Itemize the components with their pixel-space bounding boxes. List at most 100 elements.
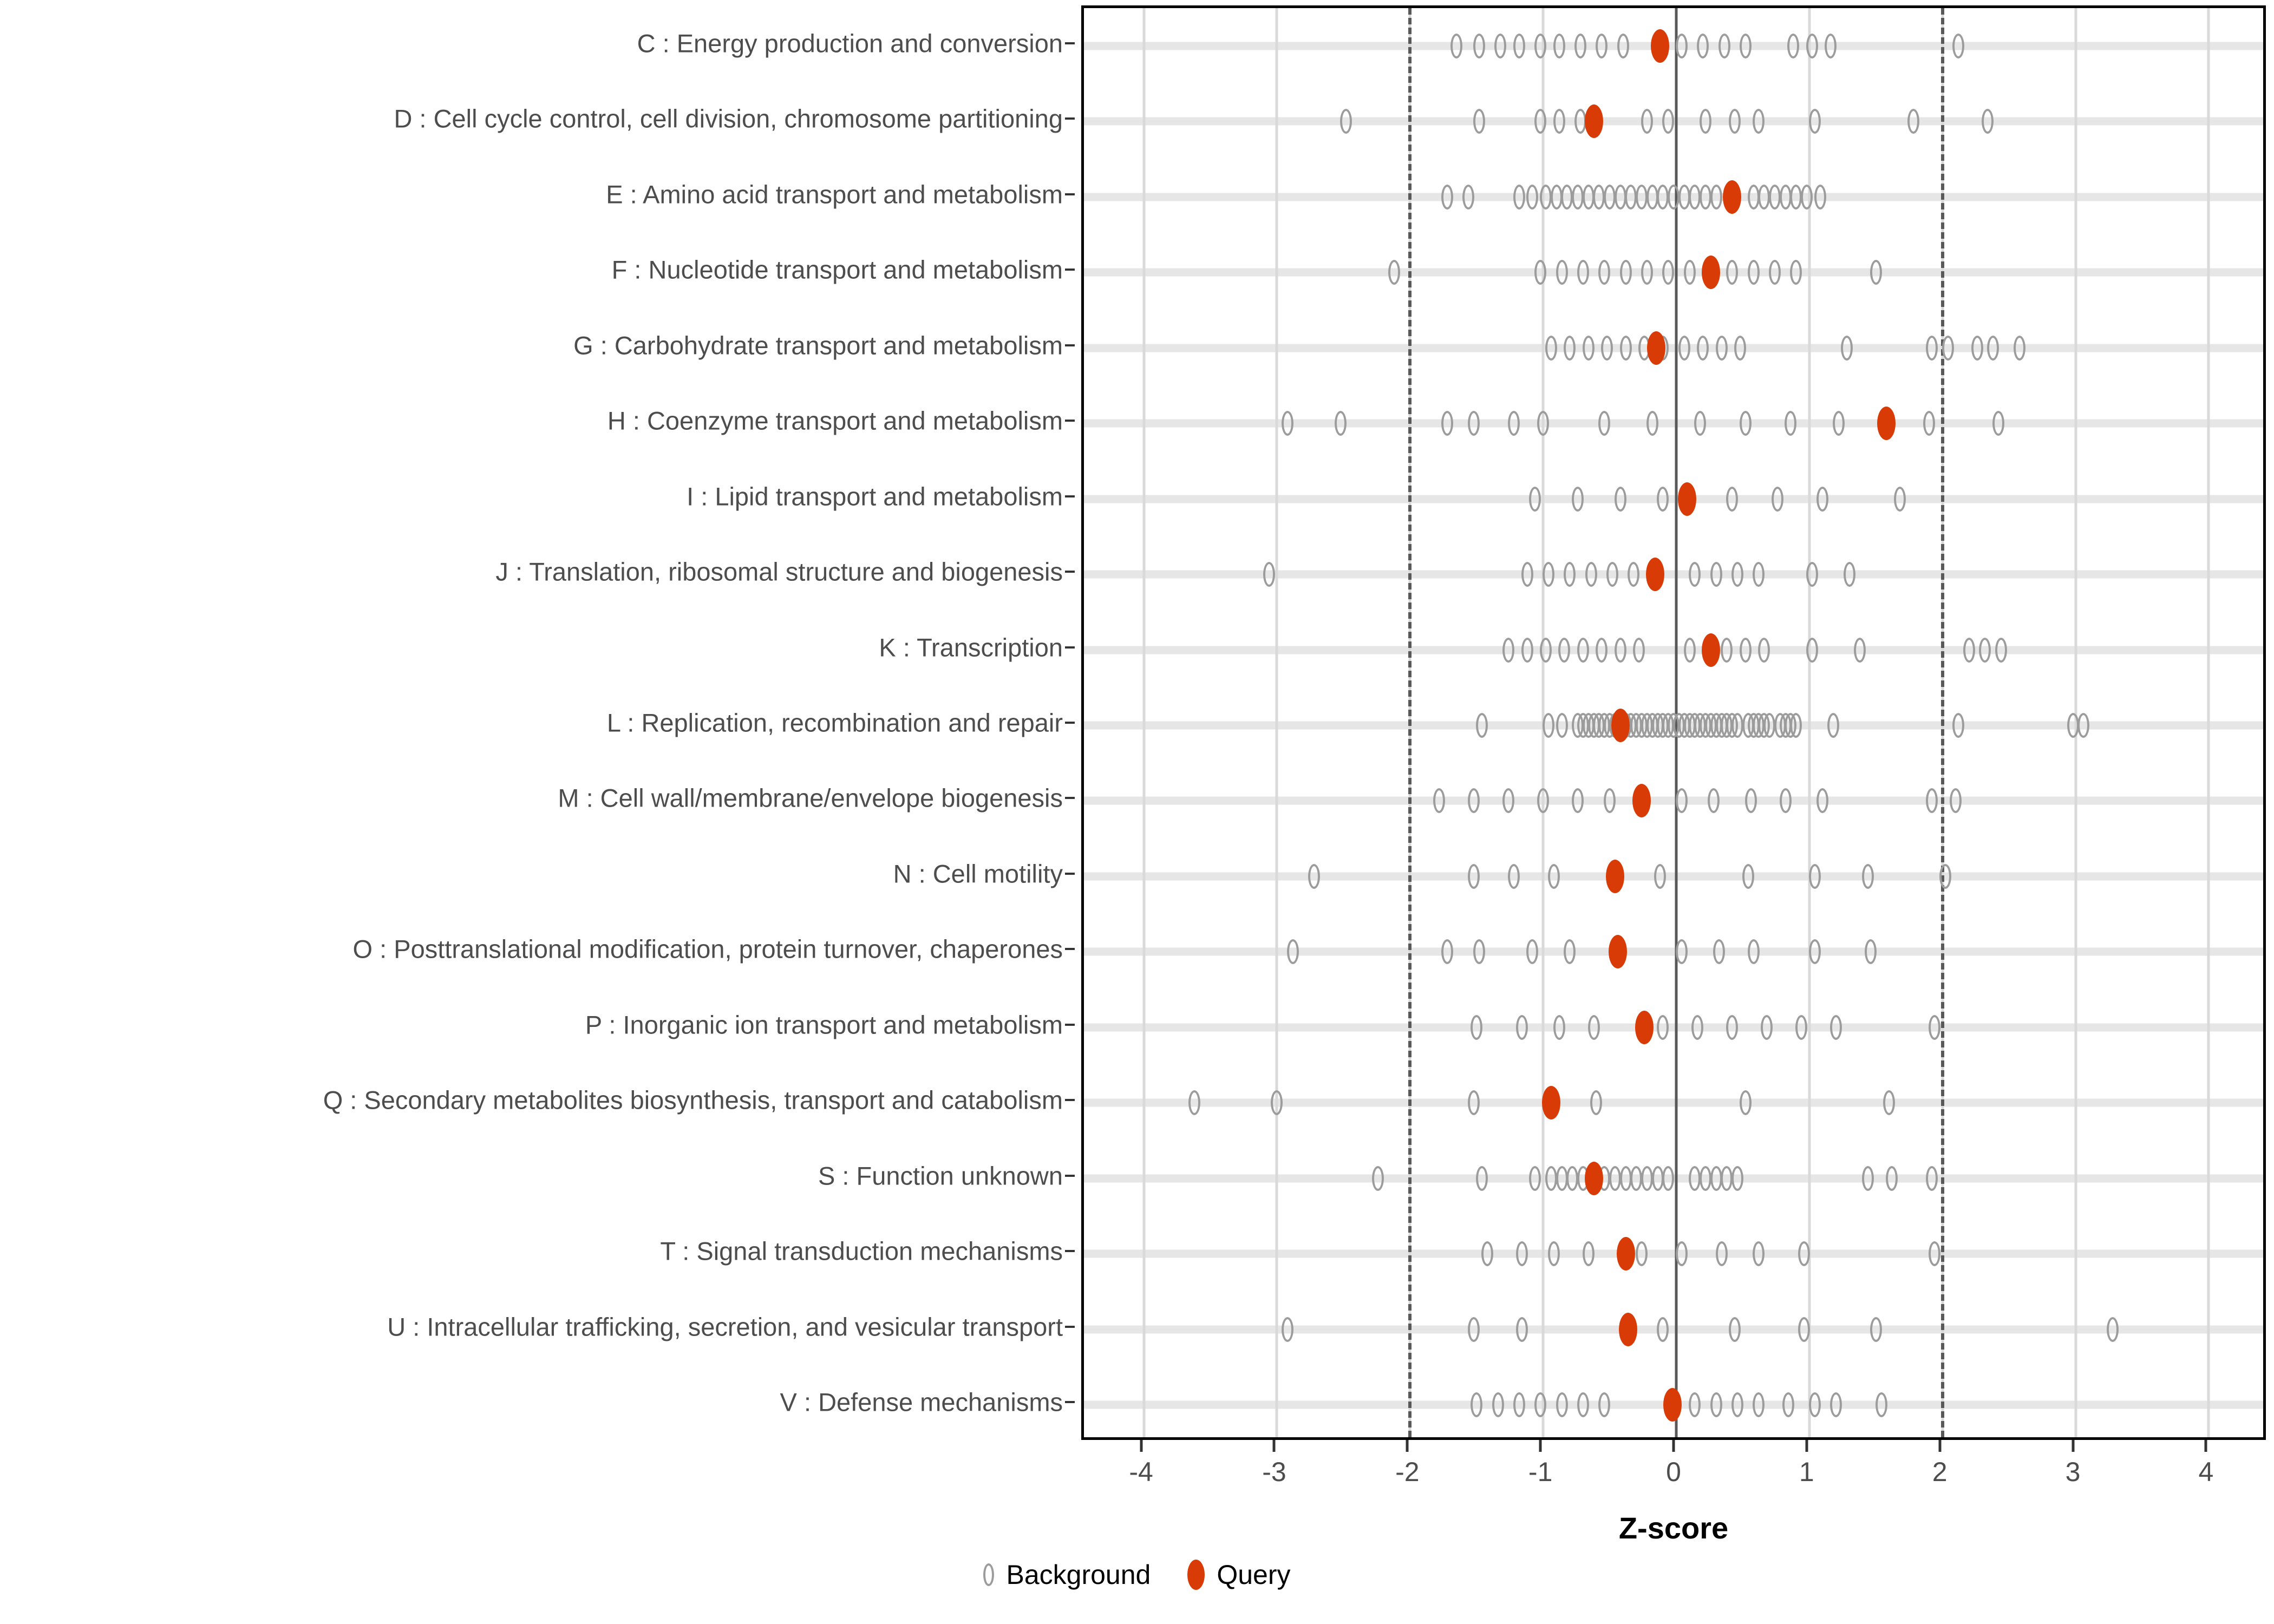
background-point [1840, 335, 1853, 361]
background-point [1875, 1392, 1887, 1418]
y-axis-tick [1065, 1023, 1075, 1026]
background-point [1340, 109, 1352, 134]
background-point [1827, 713, 1840, 738]
background-point [1806, 637, 1818, 663]
background-point [1598, 411, 1611, 436]
background-point [1598, 1392, 1611, 1418]
background-point [1662, 1165, 1675, 1191]
background-point [1995, 637, 2007, 663]
y-axis-tick [1065, 344, 1075, 346]
y-axis-tick-label: V : Defense mechanisms [780, 1387, 1063, 1417]
background-point [1596, 637, 1608, 663]
background-point [1534, 260, 1547, 285]
background-point [1508, 863, 1520, 889]
background-point [1433, 788, 1446, 814]
background-point [1739, 637, 1752, 663]
background-point [1558, 637, 1571, 663]
background-point [1870, 1317, 1882, 1342]
background-point [1726, 1014, 1739, 1040]
row-gridline [1084, 570, 2263, 579]
x-axis-tick [1406, 1440, 1409, 1452]
reference-line [1940, 8, 1944, 1437]
background-point [1515, 1241, 1528, 1267]
background-point [1662, 109, 1675, 134]
background-point [1547, 863, 1560, 889]
background-point [1987, 335, 1999, 361]
background-point [1808, 1392, 1821, 1418]
background-point [1721, 637, 1733, 663]
y-axis-tick [1065, 193, 1075, 195]
query-point [1541, 1086, 1560, 1120]
background-point [1982, 109, 1994, 134]
background-point [1513, 33, 1525, 58]
y-axis-tick-label: S : Function unknown [818, 1161, 1063, 1190]
background-point [1729, 1317, 1741, 1342]
background-point [1542, 562, 1554, 587]
background-point [1598, 260, 1611, 285]
background-point [1619, 335, 1632, 361]
background-point [1928, 1241, 1940, 1267]
y-axis-tick-label: Q : Secondary metabolites biosynthesis, … [323, 1085, 1063, 1115]
background-point [1633, 637, 1645, 663]
background-point [1726, 486, 1739, 512]
background-point [1942, 335, 1954, 361]
background-point [1582, 335, 1595, 361]
background-point [1617, 33, 1629, 58]
query-point [1723, 180, 1742, 214]
background-point [1636, 1241, 1648, 1267]
row-gridline [1084, 1325, 2263, 1334]
background-point [1785, 411, 1797, 436]
background-point [1508, 411, 1520, 436]
background-point [1628, 562, 1640, 587]
y-axis-labels: C : Energy production and conversion D : … [0, 0, 1075, 1440]
row-gridline [1084, 1098, 2263, 1107]
background-point [1556, 713, 1568, 738]
background-point [1768, 260, 1781, 285]
background-point [1590, 1090, 1603, 1116]
legend-item-query[interactable]: Query [1187, 1559, 1291, 1590]
background-point [1726, 260, 1739, 285]
background-point [1657, 486, 1669, 512]
background-point [1515, 1014, 1528, 1040]
background-point [1553, 1014, 1565, 1040]
query-point [1632, 784, 1651, 818]
background-point [1739, 1090, 1752, 1116]
background-point [1747, 260, 1760, 285]
background-point [1271, 1090, 1283, 1116]
background-point [1683, 637, 1696, 663]
background-point [1587, 1014, 1600, 1040]
background-point [1471, 1392, 1483, 1418]
background-point [1282, 411, 1294, 436]
row-gridline [1084, 947, 2263, 956]
background-point [1526, 184, 1539, 209]
background-point [1556, 1392, 1568, 1418]
background-point [1263, 562, 1275, 587]
y-axis-tick [1065, 948, 1075, 951]
x-axis-tick-label: -3 [1262, 1457, 1286, 1487]
background-point [1606, 562, 1618, 587]
background-point [1675, 33, 1688, 58]
y-axis-tick [1065, 1401, 1075, 1404]
background-point [1926, 335, 1938, 361]
x-axis-tick-label: -2 [1395, 1457, 1420, 1487]
background-point [1739, 33, 1752, 58]
background-point [1521, 562, 1533, 587]
background-point [1734, 335, 1746, 361]
background-point [1787, 33, 1800, 58]
background-point [1870, 260, 1882, 285]
query-point [1651, 29, 1670, 63]
background-point [1468, 863, 1480, 889]
background-point [1534, 109, 1547, 134]
background-point [1492, 1392, 1504, 1418]
legend-item-background[interactable]: Background [983, 1559, 1151, 1590]
y-axis-tick-label: G : Carbohydrate transport and metabolis… [573, 331, 1063, 360]
background-point [1753, 562, 1765, 587]
y-axis-tick-label: H : Coenzyme transport and metabolism [607, 406, 1063, 435]
background-point [1468, 788, 1480, 814]
y-axis-tick-label: C : Energy production and conversion [637, 29, 1063, 58]
background-point [1534, 1392, 1547, 1418]
background-point [1614, 486, 1626, 512]
y-axis-tick [1065, 117, 1075, 120]
background-point [1753, 1392, 1765, 1418]
background-point [1806, 562, 1818, 587]
